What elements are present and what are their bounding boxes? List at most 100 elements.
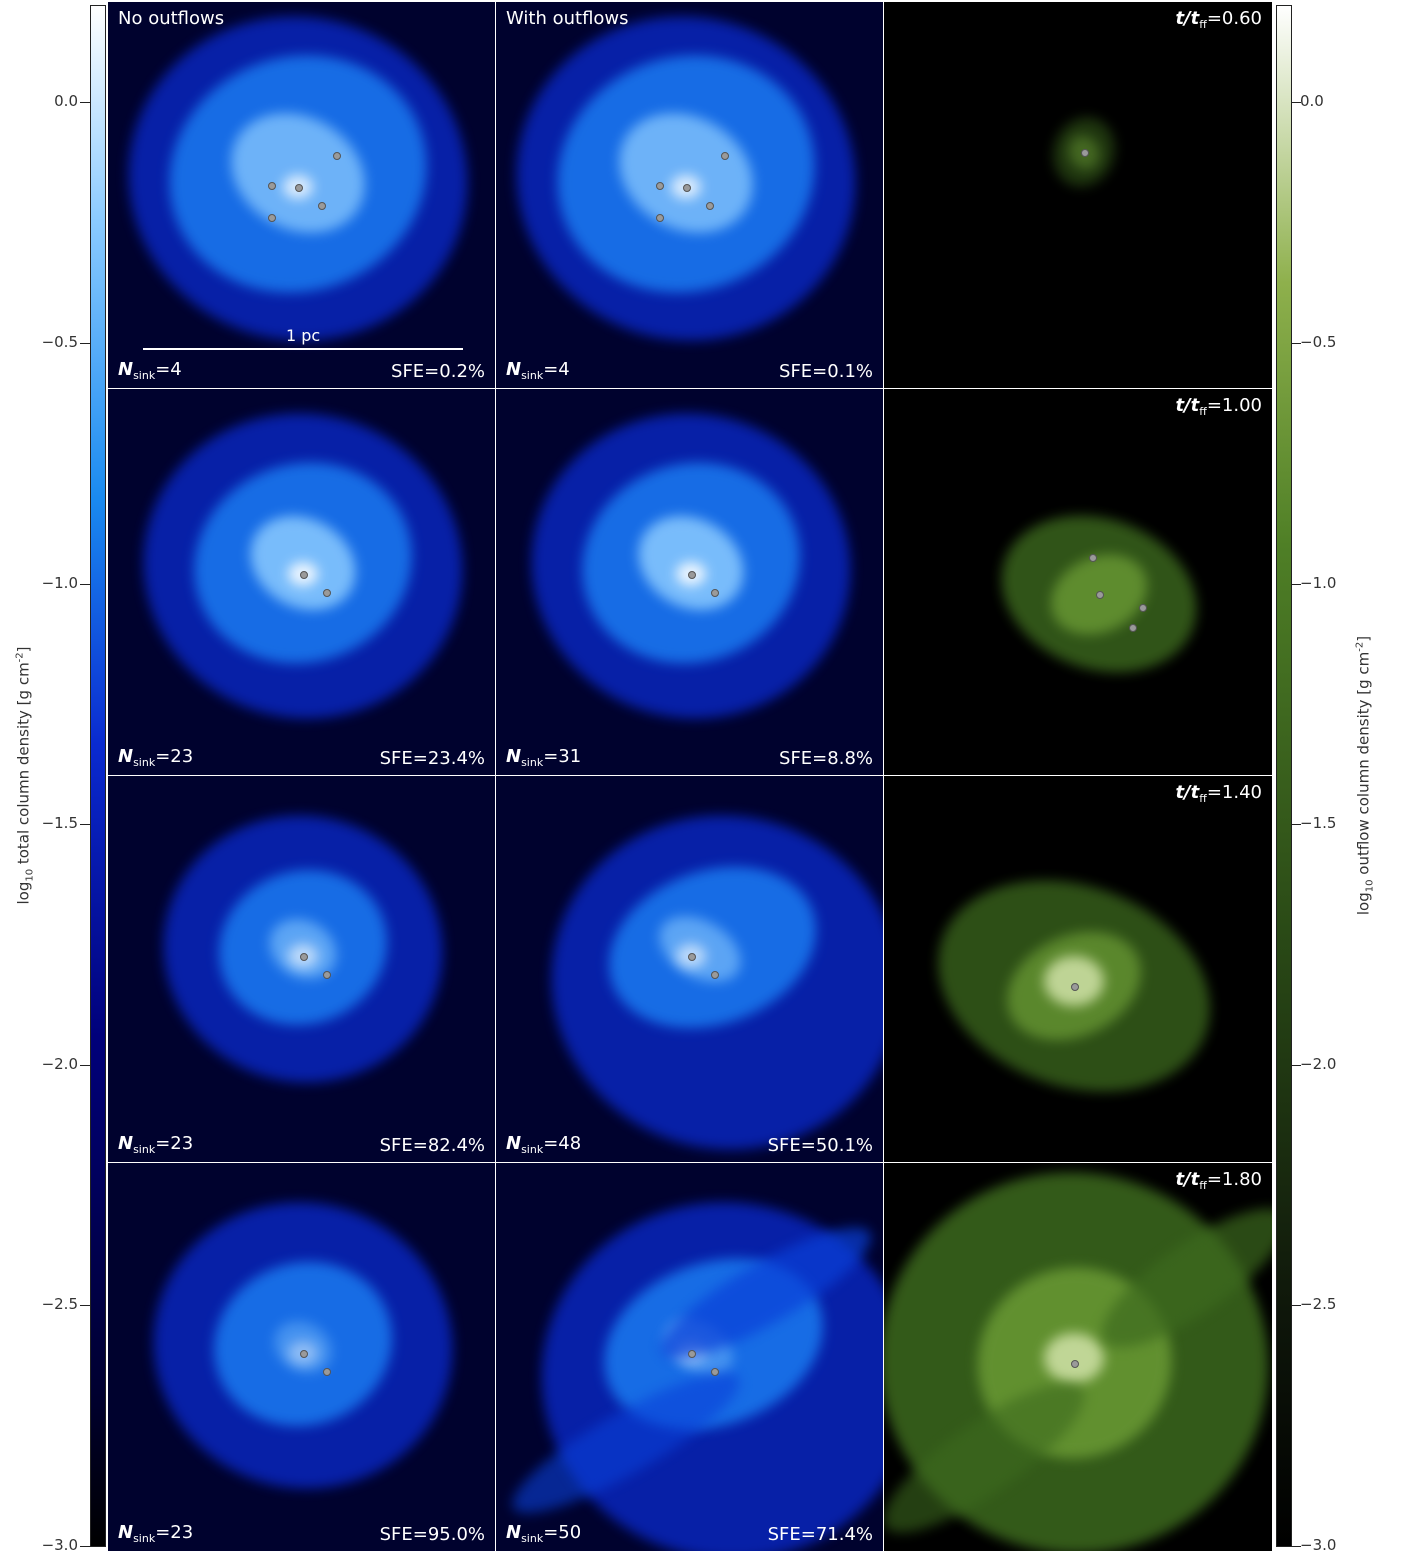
sink-particle: [1071, 983, 1079, 991]
sink-particle: [318, 202, 326, 210]
sink-particle: [711, 589, 719, 597]
scale-bar-label: 1 pc: [286, 326, 321, 345]
time-label: t/tff=1.40: [1175, 782, 1262, 805]
colorbar-tick: [80, 583, 90, 585]
panel-no-outflows: No outflows 1 pc Nsink=4 SFE=0.2%: [108, 2, 495, 388]
colorbar-tick: [1291, 824, 1301, 826]
column-title-with-outflows: With outflows: [506, 8, 629, 29]
panel-no-outflows: Nsink=23 SFE=82.4%: [108, 776, 495, 1162]
left-colorbar-title: log10 total column density [g cm-2]: [14, 646, 36, 905]
colorbar-tick-label: −1.5: [1300, 814, 1337, 833]
colorbar-tick-label: −1.0: [1300, 573, 1337, 592]
sink-particle: [300, 953, 308, 961]
panel-with-outflows: Nsink=31 SFE=8.8%: [496, 389, 883, 775]
colorbar-tick-label: 0.0: [54, 92, 78, 111]
nsink-label: Nsink=48: [506, 1133, 582, 1156]
colorbar-tick-label: −0.5: [1300, 332, 1337, 351]
colorbar-tick-label: −0.5: [41, 332, 78, 351]
colorbar-tick-label: −2.0: [1300, 1054, 1337, 1073]
colorbar-tick: [80, 102, 90, 104]
sink-particle: [711, 1368, 719, 1376]
colorbar-tick: [1291, 342, 1301, 344]
panel-with-outflows: With outflows Nsink=4 SFE=0.1%: [496, 2, 883, 388]
sfe-label: SFE=0.1%: [779, 361, 873, 382]
sink-particle: [1081, 149, 1089, 157]
sink-particle: [300, 571, 308, 579]
sink-particle: [323, 971, 331, 979]
panel-with-outflows: Nsink=48 SFE=50.1%: [496, 776, 883, 1162]
sfe-label: SFE=0.2%: [391, 361, 485, 382]
total-density-colorbar: [90, 5, 106, 1547]
sink-particle: [268, 214, 276, 222]
nsink-label: Nsink=4: [118, 359, 182, 382]
colorbar-tick: [80, 342, 90, 344]
colorbar-tick: [80, 1305, 90, 1307]
colorbar-tick-label: −3.0: [1300, 1536, 1337, 1554]
sink-particle: [300, 1350, 308, 1358]
time-label: t/tff=1.80: [1175, 1169, 1262, 1192]
sink-particle: [1089, 554, 1097, 562]
colorbar-tick: [80, 1064, 90, 1066]
right-colorbar-title: log10 outflow column density [g cm-2]: [1354, 635, 1376, 916]
sink-particle: [268, 182, 276, 190]
sink-particle: [333, 152, 341, 160]
sink-particle: [688, 1350, 696, 1358]
gas-structure: [1044, 956, 1104, 1006]
scale-bar: [143, 348, 463, 350]
sink-particle: [323, 1368, 331, 1376]
nsink-label: Nsink=4: [506, 359, 570, 382]
sink-particle: [656, 182, 664, 190]
sink-particle: [721, 152, 729, 160]
colorbar-tick: [1291, 102, 1301, 104]
simulation-panel-grid: No outflows 1 pc Nsink=4 SFE=0.2% With outfl…: [108, 2, 1272, 1552]
nsink-label: Nsink=31: [506, 746, 582, 769]
colorbar-tick: [1291, 1305, 1301, 1307]
colorbar-tick-label: −1.5: [41, 814, 78, 833]
nsink-label: Nsink=23: [118, 1133, 194, 1156]
sink-particle: [323, 589, 331, 597]
sink-particle: [1129, 624, 1137, 632]
colorbar-tick: [1291, 583, 1301, 585]
sfe-label: SFE=23.4%: [379, 748, 485, 769]
colorbar-tick-label: −3.0: [41, 1536, 78, 1554]
panel-outflow-density: t/tff=1.80: [884, 1163, 1272, 1551]
gas-structure: [1044, 1333, 1104, 1383]
sfe-label: SFE=50.1%: [767, 1135, 873, 1156]
panel-with-outflows: Nsink=50 SFE=71.4%: [496, 1163, 883, 1551]
colorbar-tick-label: −2.5: [1300, 1295, 1337, 1314]
colorbar-tick-label: −1.0: [41, 573, 78, 592]
time-label: t/tff=0.60: [1175, 8, 1262, 31]
panel-no-outflows: Nsink=23 SFE=95.0%: [108, 1163, 495, 1551]
sink-particle: [295, 184, 303, 192]
sink-particle: [683, 184, 691, 192]
sfe-label: SFE=82.4%: [379, 1135, 485, 1156]
colorbar-tick-label: 0.0: [1300, 92, 1324, 111]
sink-particle: [688, 953, 696, 961]
sink-particle: [1071, 1360, 1079, 1368]
sink-particle: [706, 202, 714, 210]
column-title-no-outflows: No outflows: [118, 8, 225, 29]
panel-outflow-density: t/tff=1.00: [884, 389, 1272, 775]
colorbar-tick: [1291, 1064, 1301, 1066]
outflow-density-colorbar: [1276, 5, 1292, 1547]
sfe-label: SFE=71.4%: [767, 1524, 873, 1545]
nsink-label: Nsink=50: [506, 1522, 582, 1545]
colorbar-tick-label: −2.0: [41, 1054, 78, 1073]
sink-particle: [1139, 604, 1147, 612]
panel-outflow-density: t/tff=0.60: [884, 2, 1272, 388]
panel-no-outflows: Nsink=23 SFE=23.4%: [108, 389, 495, 775]
nsink-label: Nsink=23: [118, 746, 194, 769]
sink-particle: [1096, 591, 1104, 599]
panel-outflow-density: t/tff=1.40: [884, 776, 1272, 1162]
time-label: t/tff=1.00: [1175, 395, 1262, 418]
sink-particle: [656, 214, 664, 222]
sink-particle: [711, 971, 719, 979]
nsink-label: Nsink=23: [118, 1522, 194, 1545]
sfe-label: SFE=95.0%: [379, 1524, 485, 1545]
colorbar-tick-label: −2.5: [41, 1295, 78, 1314]
colorbar-tick: [1291, 1546, 1301, 1547]
sink-particle: [688, 571, 696, 579]
colorbar-tick: [80, 824, 90, 826]
colorbar-tick: [80, 1546, 90, 1547]
sfe-label: SFE=8.8%: [779, 748, 873, 769]
